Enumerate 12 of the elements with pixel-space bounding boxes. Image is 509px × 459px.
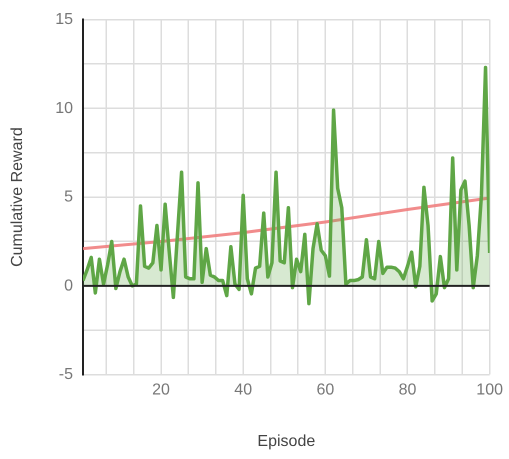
x-tick-label: 40 xyxy=(234,382,252,399)
y-tick-label: 5 xyxy=(64,188,74,206)
y-tick-label: -5 xyxy=(58,366,74,384)
x-tick-label: 60 xyxy=(316,382,334,399)
y-tick-label: 10 xyxy=(55,100,74,117)
x-tick-label: 20 xyxy=(152,382,170,399)
y-axis-title: Cumulative Reward xyxy=(9,127,26,267)
x-tick-label: 100 xyxy=(476,382,504,399)
x-tick-label: 80 xyxy=(398,382,416,399)
y-tick-label: 15 xyxy=(55,11,74,28)
y-tick-label: 0 xyxy=(64,277,74,294)
x-axis-title: Episode xyxy=(257,432,316,450)
